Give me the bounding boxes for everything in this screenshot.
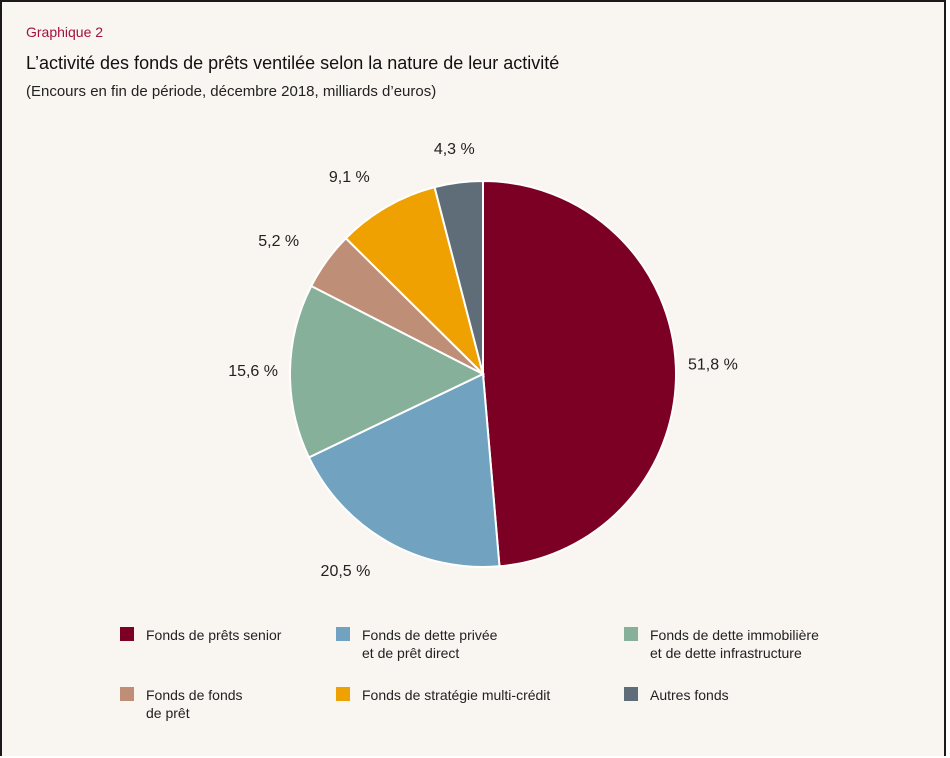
pie-slice-3	[289, 284, 486, 459]
pie-labels: 51,8 % 20,5 % 15,6 % 5,2 % 9,1 % 4,3 %	[228, 141, 738, 580]
pie-label-4: 5,2 %	[258, 233, 299, 250]
pie-label-1: 51,8 %	[688, 356, 738, 373]
pie-label-2: 20,5 %	[321, 563, 371, 580]
pie-label-5: 9,1 %	[329, 169, 370, 186]
pie-slice-1	[482, 179, 677, 568]
pie-label-6: 4,3 %	[434, 141, 475, 158]
pie-label-3: 15,6 %	[228, 363, 278, 380]
chart-number-label: Graphique 2	[26, 24, 104, 40]
pie-slice-6	[433, 179, 484, 375]
pie-slice-5	[344, 185, 485, 378]
chart-title: L’activité des fonds de prêts ventilée s…	[26, 53, 560, 73]
pie-slice-2	[307, 372, 501, 568]
pie-slices	[289, 179, 677, 568]
chart-subtitle: (Encours en fin de période, décembre 201…	[26, 83, 437, 100]
